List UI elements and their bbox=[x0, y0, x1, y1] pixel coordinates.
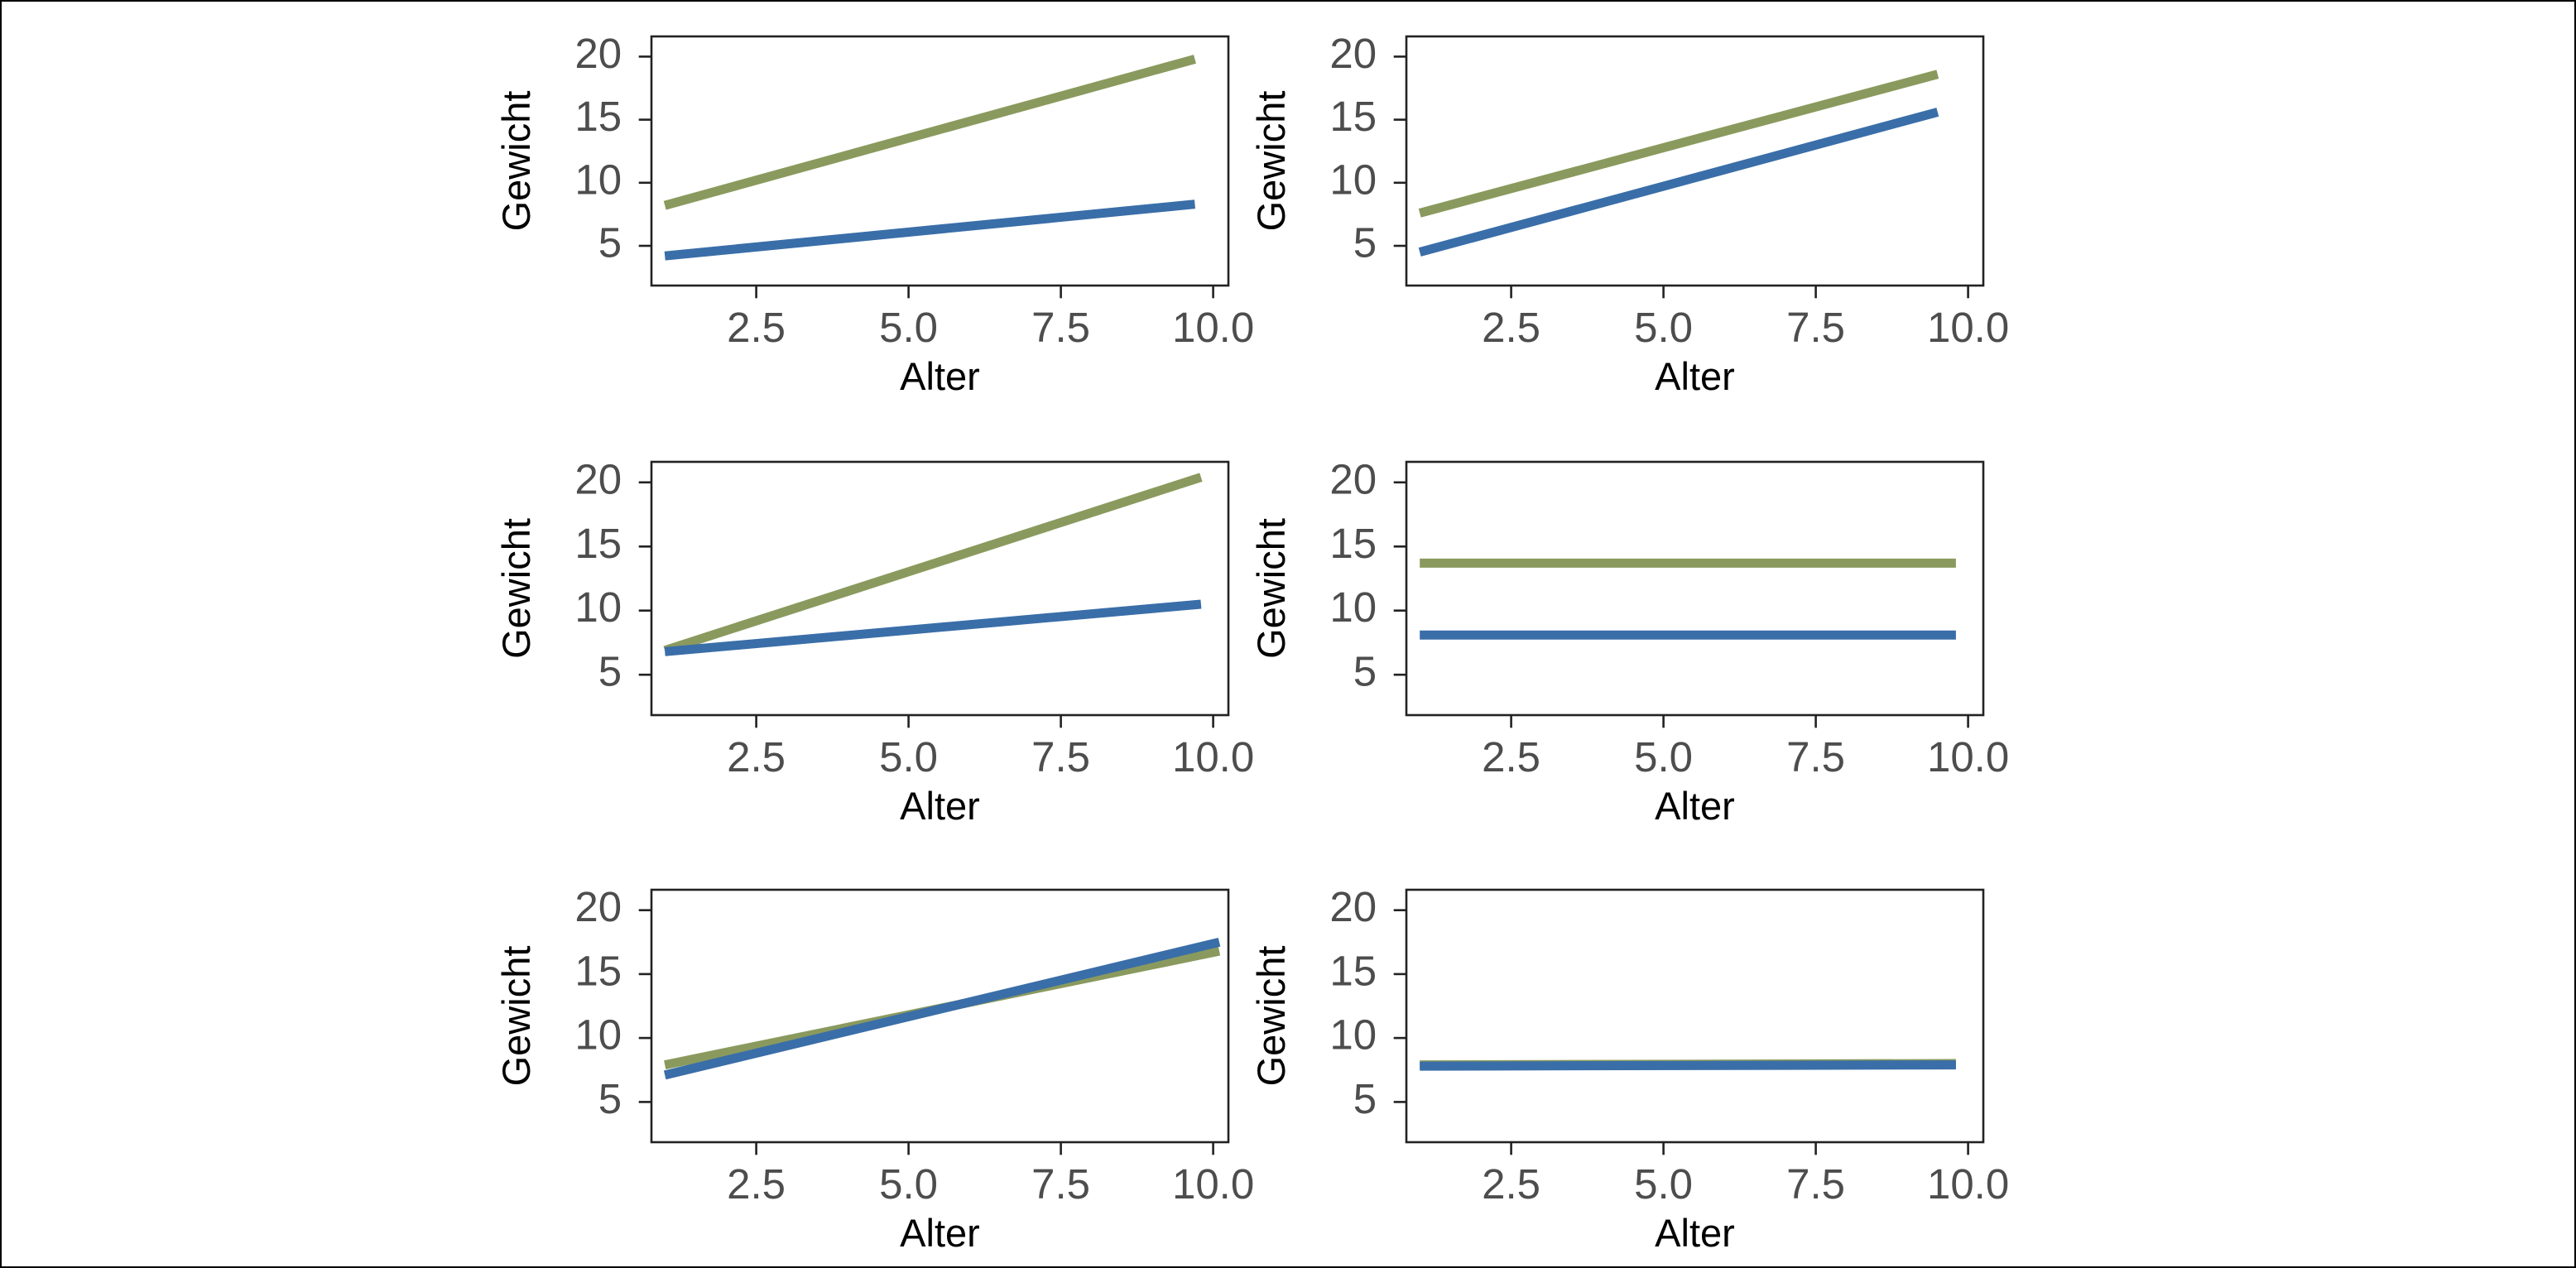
svg-text:20: 20 bbox=[574, 30, 622, 77]
svg-text:10.0: 10.0 bbox=[1927, 304, 2009, 351]
svg-text:10.0: 10.0 bbox=[1172, 733, 1254, 780]
svg-text:5: 5 bbox=[598, 1075, 622, 1122]
svg-text:2.5: 2.5 bbox=[727, 733, 786, 780]
svg-text:7.5: 7.5 bbox=[1786, 1160, 1845, 1208]
svg-text:15: 15 bbox=[574, 520, 622, 567]
svg-text:7.5: 7.5 bbox=[1786, 733, 1845, 780]
svg-text:20: 20 bbox=[574, 455, 622, 502]
svg-text:7.5: 7.5 bbox=[1031, 304, 1090, 351]
svg-text:5: 5 bbox=[1353, 648, 1377, 695]
svg-text:5: 5 bbox=[1353, 219, 1377, 266]
svg-text:Alter: Alter bbox=[900, 354, 980, 398]
svg-text:Gewicht: Gewicht bbox=[1249, 518, 1293, 659]
svg-text:Gewicht: Gewicht bbox=[494, 518, 538, 659]
svg-text:20: 20 bbox=[1329, 455, 1377, 502]
svg-text:10: 10 bbox=[574, 584, 622, 631]
svg-text:10.0: 10.0 bbox=[1927, 733, 2009, 780]
svg-text:15: 15 bbox=[574, 93, 622, 140]
svg-text:15: 15 bbox=[1329, 520, 1377, 567]
svg-text:Gewicht: Gewicht bbox=[1249, 91, 1293, 232]
svg-text:2.5: 2.5 bbox=[1482, 304, 1540, 351]
svg-text:2.5: 2.5 bbox=[727, 1160, 786, 1208]
svg-text:15: 15 bbox=[1329, 947, 1377, 994]
svg-text:Gewicht: Gewicht bbox=[494, 91, 538, 232]
svg-text:7.5: 7.5 bbox=[1786, 304, 1845, 351]
svg-text:2.5: 2.5 bbox=[727, 304, 786, 351]
svg-text:7.5: 7.5 bbox=[1031, 733, 1090, 780]
svg-text:20: 20 bbox=[1329, 883, 1377, 930]
svg-text:20: 20 bbox=[574, 883, 622, 930]
svg-text:Gewicht: Gewicht bbox=[494, 946, 538, 1087]
svg-text:Alter: Alter bbox=[1655, 1211, 1735, 1255]
svg-text:Alter: Alter bbox=[1655, 784, 1735, 828]
svg-text:5.0: 5.0 bbox=[1634, 304, 1693, 351]
svg-text:15: 15 bbox=[1329, 93, 1377, 140]
svg-text:10.0: 10.0 bbox=[1172, 304, 1254, 351]
svg-text:5.0: 5.0 bbox=[1634, 733, 1693, 780]
svg-text:5: 5 bbox=[598, 219, 622, 266]
svg-text:20: 20 bbox=[1329, 30, 1377, 77]
svg-text:10: 10 bbox=[1329, 156, 1377, 203]
svg-text:5.0: 5.0 bbox=[879, 304, 938, 351]
svg-text:Alter: Alter bbox=[900, 784, 980, 828]
svg-text:5: 5 bbox=[598, 648, 622, 695]
svg-text:5.0: 5.0 bbox=[1634, 1160, 1693, 1208]
svg-text:10: 10 bbox=[574, 1011, 622, 1059]
svg-text:5.0: 5.0 bbox=[879, 733, 938, 780]
svg-text:5: 5 bbox=[1353, 1075, 1377, 1122]
svg-text:15: 15 bbox=[574, 947, 622, 994]
svg-text:10: 10 bbox=[574, 156, 622, 203]
svg-text:7.5: 7.5 bbox=[1031, 1160, 1090, 1208]
svg-text:Gewicht: Gewicht bbox=[1249, 946, 1293, 1087]
svg-text:Alter: Alter bbox=[900, 1211, 980, 1255]
svg-text:2.5: 2.5 bbox=[1482, 1160, 1540, 1208]
svg-text:Alter: Alter bbox=[1655, 354, 1735, 398]
svg-text:2.5: 2.5 bbox=[1482, 733, 1540, 780]
svg-text:10: 10 bbox=[1329, 584, 1377, 631]
svg-text:10.0: 10.0 bbox=[1927, 1160, 2009, 1208]
svg-text:10: 10 bbox=[1329, 1011, 1377, 1059]
svg-text:10.0: 10.0 bbox=[1172, 1160, 1254, 1208]
svg-text:5.0: 5.0 bbox=[879, 1160, 938, 1208]
